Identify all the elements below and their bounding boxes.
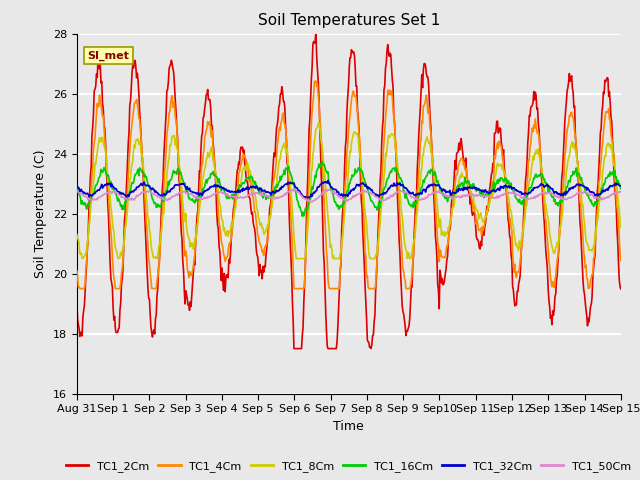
Y-axis label: Soil Temperature (C): Soil Temperature (C): [35, 149, 47, 278]
Text: SI_met: SI_met: [88, 51, 129, 61]
Title: Soil Temperatures Set 1: Soil Temperatures Set 1: [258, 13, 440, 28]
X-axis label: Time: Time: [333, 420, 364, 432]
Legend: TC1_2Cm, TC1_4Cm, TC1_8Cm, TC1_16Cm, TC1_32Cm, TC1_50Cm: TC1_2Cm, TC1_4Cm, TC1_8Cm, TC1_16Cm, TC1…: [61, 457, 636, 477]
